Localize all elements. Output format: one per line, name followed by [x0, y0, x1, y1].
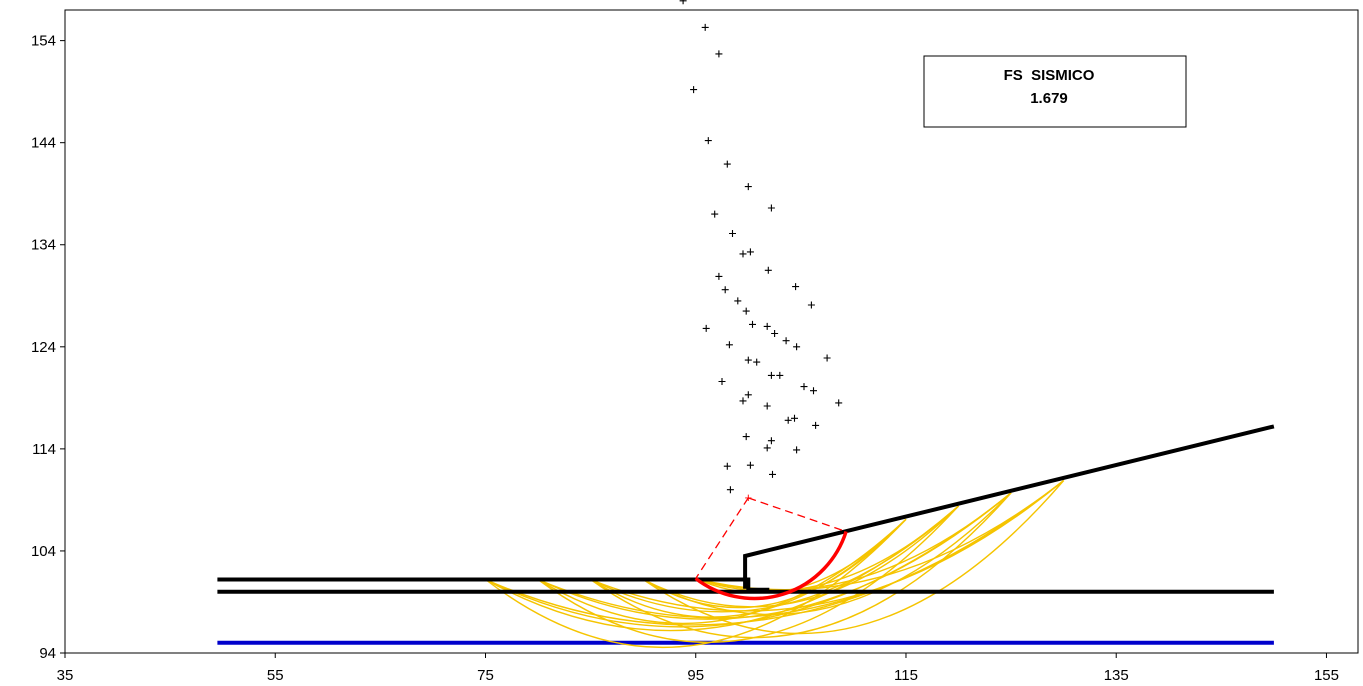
slip-center-point [711, 210, 719, 218]
trial-slip-arc [485, 492, 1012, 628]
slip-center-point [776, 371, 784, 379]
slip-center-point [792, 283, 800, 291]
fs-box-frame [923, 55, 1187, 128]
slip-center-point [718, 378, 726, 385]
y-tick-label: 114 [32, 441, 56, 458]
slip-center-point [812, 421, 820, 429]
plot-frame [64, 9, 1359, 654]
trial-slip-arc [485, 479, 1065, 626]
trial-slip-arc [642, 518, 907, 609]
slip-center-point [704, 137, 712, 145]
slip-center-point [744, 183, 752, 191]
slip-center-point [793, 446, 801, 454]
trial-slip-arc [695, 505, 959, 592]
slip-center-point [744, 356, 752, 364]
x-tick-label: 75 [477, 667, 494, 684]
trial-slip-arc [590, 518, 907, 618]
slip-center-point [742, 307, 750, 315]
trial-slip-arc [642, 480, 1065, 635]
slip-center-point [763, 322, 771, 330]
trial-slip-arc [485, 518, 907, 648]
x-tick-label: 135 [1104, 667, 1129, 684]
axis-ticks: 35 55 75 95 115 135 155 94 104 114 124 134 144 154 [31, 33, 1339, 684]
slip-center-point [823, 354, 831, 362]
slip-center-point [721, 286, 729, 294]
trial-slip-arc [695, 492, 1012, 591]
trial-slip-arc [642, 492, 1012, 616]
slip-center-point [753, 358, 761, 366]
slip-center-point [769, 470, 776, 478]
slip-center-point [739, 397, 747, 405]
slip-center-point [726, 486, 734, 494]
x-tick-label: 155 [1314, 667, 1339, 684]
y-tick-label: 124 [31, 339, 56, 356]
critical-radius-line [748, 497, 847, 533]
slip-center-point [702, 324, 710, 332]
slip-center-point [784, 416, 792, 424]
slip-center-point [749, 320, 756, 328]
trial-slip-arc [537, 479, 1065, 619]
slip-center-point [723, 160, 731, 168]
x-tick-label: 115 [894, 667, 918, 684]
fs-box-title: FS SISMICO [1004, 67, 1095, 84]
slip-center-point [701, 23, 709, 31]
y-tick-label: 144 [31, 135, 56, 152]
y-tick-label: 104 [31, 543, 56, 560]
slip-center-point [782, 337, 790, 345]
slip-center-point [764, 266, 772, 274]
slip-center-point [723, 462, 731, 470]
slip-center-point [791, 414, 798, 422]
slip-center-point [835, 399, 843, 407]
slip-center-point [771, 330, 779, 337]
slip-center-point [742, 433, 750, 441]
x-tick-label: 95 [687, 667, 704, 684]
trial-slip-surfaces-layer [485, 479, 1065, 648]
fs-box: FS SISMICO 1.679 [923, 55, 1187, 128]
critical-surface-layer: + [694, 490, 848, 601]
y-tick-label: 134 [31, 237, 56, 254]
ground-profile-line [743, 424, 1275, 589]
slip-center-point [746, 248, 754, 256]
slip-center-point [767, 371, 775, 379]
slip-center-point [763, 444, 771, 452]
slip-centers-layer [679, 0, 843, 494]
slip-center-point [725, 341, 733, 349]
slip-center-point [746, 461, 754, 469]
trial-slip-arc [485, 505, 959, 632]
critical-slip-arc [694, 530, 848, 601]
slip-center-point [793, 343, 801, 351]
ground-profile-line [217, 577, 770, 592]
fs-box-value: 1.679 [1030, 90, 1068, 107]
slip-center-point [763, 402, 771, 410]
ground-profile-layer [217, 424, 1275, 594]
slip-center-point [734, 297, 742, 305]
y-tick-label: 94 [39, 645, 56, 662]
slip-center-point [715, 272, 723, 280]
y-tick-label: 154 [31, 33, 56, 50]
slip-center-point [767, 437, 775, 445]
slip-center-point [744, 391, 752, 399]
critical-center-marker: + [744, 490, 752, 505]
slip-center-point [729, 230, 736, 237]
trial-slip-arc [642, 505, 959, 608]
slip-center-point [800, 383, 808, 391]
slip-center-point [810, 387, 817, 395]
slip-center-point [679, 0, 687, 5]
slip-center-point [690, 86, 698, 94]
x-tick-label: 35 [57, 667, 74, 684]
critical-radius-line [695, 497, 749, 579]
slip-center-point [767, 204, 775, 212]
slip-center-point [807, 301, 815, 309]
x-tick-label: 55 [267, 667, 284, 684]
slip-center-point [715, 50, 723, 58]
slip-center-point [739, 250, 747, 258]
